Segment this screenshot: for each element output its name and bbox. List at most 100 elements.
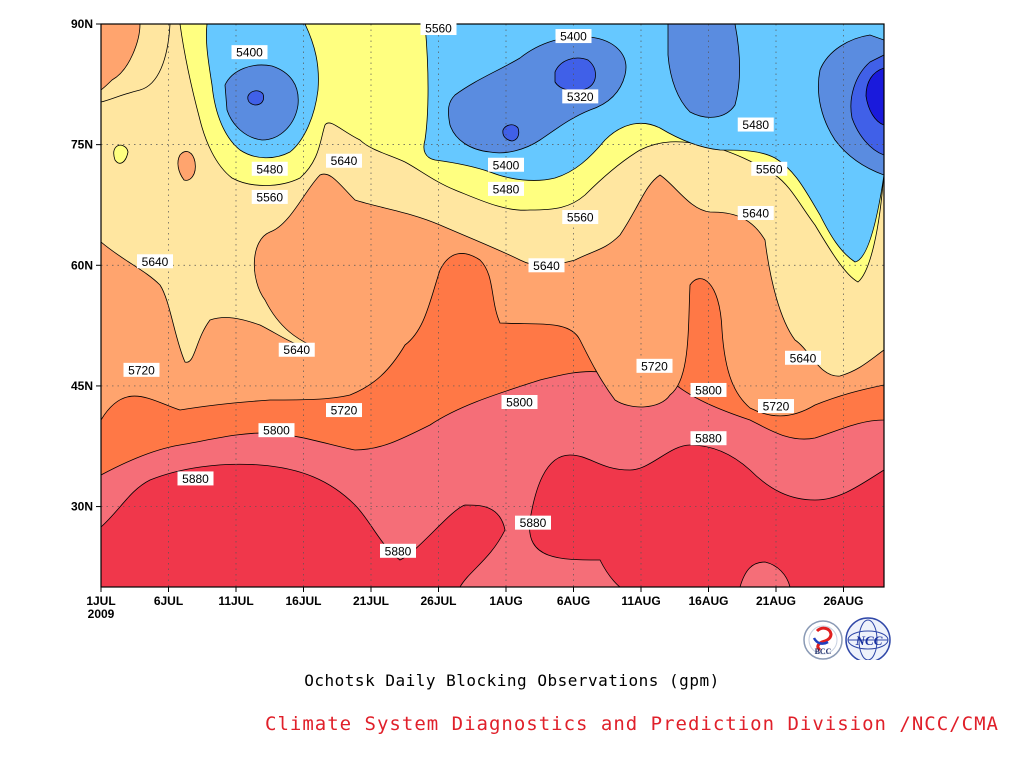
contour-label-value: 5720 — [128, 363, 155, 377]
contour-label: 5800 — [690, 382, 727, 397]
contour-label-value: 5560 — [425, 22, 452, 36]
credit-caption: Climate System Diagnostics and Predictio… — [265, 713, 999, 735]
grid-lines — [101, 24, 884, 587]
x-tick-label: 1JUL — [86, 594, 115, 608]
contour-label-value: 5800 — [506, 396, 533, 410]
plot-frame — [100, 23, 885, 588]
contour-label-bg — [137, 254, 173, 269]
contour-label-bg — [278, 342, 315, 357]
contour-label: 5560 — [251, 189, 288, 204]
contour-label-bg — [690, 431, 727, 446]
contour-label-value: 5640 — [142, 255, 169, 269]
contour-label: 5400 — [555, 29, 592, 44]
contour-label-bg — [231, 45, 268, 60]
contour-label: 5480 — [488, 181, 524, 196]
contour-label-bg — [258, 423, 295, 438]
contour-label-bg — [690, 382, 727, 397]
x-tick-label: 11JUL — [218, 594, 253, 608]
x-tick-label: 6AUG — [557, 594, 590, 608]
x-tick-label: 26JUL — [420, 594, 456, 608]
contour-label: 5480 — [251, 161, 288, 176]
contour-label: 5480 — [737, 117, 774, 132]
y-tick-label: 90N — [71, 17, 93, 31]
contour-label-value: 5720 — [763, 400, 790, 414]
contour-label: 5320 — [562, 89, 599, 104]
contour-label-value: 5800 — [695, 383, 722, 397]
contour-labels: 5560 5400 5400 5320 5480 5400 5480 5640 5480 5560… — [123, 21, 821, 558]
x-tick-label: 21JUL — [353, 594, 389, 608]
x-tick-label: 1AUG — [489, 594, 522, 608]
svg-text:BCC: BCC — [815, 647, 832, 656]
y-tick-label: 30N — [71, 500, 93, 514]
x-tick-label: 21AUG — [756, 594, 796, 608]
x-year-label: 2009 — [88, 607, 115, 621]
contour-label: 5560 — [751, 161, 788, 176]
band-5640-islet — [177, 151, 196, 181]
contour-label-bg — [251, 189, 288, 204]
contour-label-bg — [251, 161, 288, 176]
contour-label-value: 5560 — [567, 211, 594, 225]
contour-label-value: 5880 — [385, 544, 412, 558]
contour-label: 5640 — [137, 254, 173, 269]
contour-label: 5560 — [562, 210, 599, 225]
contour-label-bg — [326, 153, 362, 168]
contour-label-value: 5720 — [641, 359, 668, 373]
contour-label: 5720 — [123, 362, 160, 377]
contour-label-bg — [758, 399, 794, 414]
contour-label-bg — [636, 358, 673, 373]
contour-label-bg — [785, 350, 821, 365]
contour-label-value: 5400 — [236, 46, 263, 60]
contour-label: 5800 — [258, 423, 295, 438]
x-tick-label: 6JUL — [154, 594, 183, 608]
contour-label-bg — [737, 117, 774, 132]
contour-label: 5880 — [177, 471, 214, 486]
band-below-5320-center — [554, 57, 596, 92]
contour-label: 5640 — [737, 206, 774, 221]
contour-label-value: 5880 — [520, 516, 547, 530]
band-5480-islet-west — [113, 144, 129, 164]
contour-label-bg — [177, 471, 214, 486]
contour-label-bg — [420, 21, 457, 36]
y-tick-label: 75N — [71, 138, 93, 152]
contour-label-value: 5480 — [742, 118, 769, 132]
x-axis: 1JUL 6JUL 11JUL 16JUL 21JUL 26JUL 1AUG 6AUG 11AU… — [86, 587, 864, 621]
contour-label-value: 5480 — [493, 182, 520, 196]
contour-chart: 5560 5400 5400 5320 5480 5400 5480 5640 5480 5560… — [71, 17, 891, 660]
contour-label-bg — [501, 395, 538, 410]
contour-label-value: 5640 — [331, 154, 358, 168]
contour-label: 5400 — [488, 157, 524, 172]
contour-label: 5640 — [326, 153, 362, 168]
contour-label-value: 5480 — [256, 162, 283, 176]
contour-label: 5800 — [501, 395, 538, 410]
x-tick-label: 16JUL — [285, 594, 321, 608]
x-tick-label: 16AUG — [688, 594, 728, 608]
band-core-east — [865, 67, 884, 126]
contour-label: 5880 — [380, 543, 416, 558]
contour-label-value: 5640 — [790, 351, 817, 365]
contour-label-bg — [751, 161, 788, 176]
band-5320-5400-north-center — [667, 24, 740, 118]
contour-label-bg — [488, 181, 524, 196]
contour-label-bg — [562, 210, 599, 225]
contour-label-value: 5720 — [331, 404, 358, 418]
contour-label-value: 5400 — [560, 30, 587, 44]
contour-label-bg — [528, 258, 565, 273]
contour-label: 5720 — [636, 358, 673, 373]
x-tick-label: 11AUG — [621, 594, 660, 608]
contour-label: 5640 — [528, 258, 565, 273]
contour-label: 5720 — [758, 399, 794, 414]
contour-label-bg — [737, 206, 774, 221]
contour-fill-layers — [101, 24, 884, 587]
contour-label: 5880 — [515, 515, 551, 530]
band-5800-5880-island — [739, 561, 791, 587]
contour-label: 5880 — [690, 431, 727, 446]
chart-caption: Ochotsk Daily Blocking Observations (gpm… — [304, 671, 720, 690]
contour-label-value: 5880 — [695, 432, 722, 446]
contour-label-bg — [326, 403, 362, 418]
y-tick-label: 45N — [71, 379, 93, 393]
bcc-logo: BCC — [803, 620, 843, 660]
y-axis: 30N 45N 60N 75N 90N — [71, 17, 101, 514]
y-tick-label: 60N — [71, 258, 93, 272]
contour-label: 5560 — [420, 21, 457, 36]
band-5640-5720-west — [101, 24, 141, 91]
